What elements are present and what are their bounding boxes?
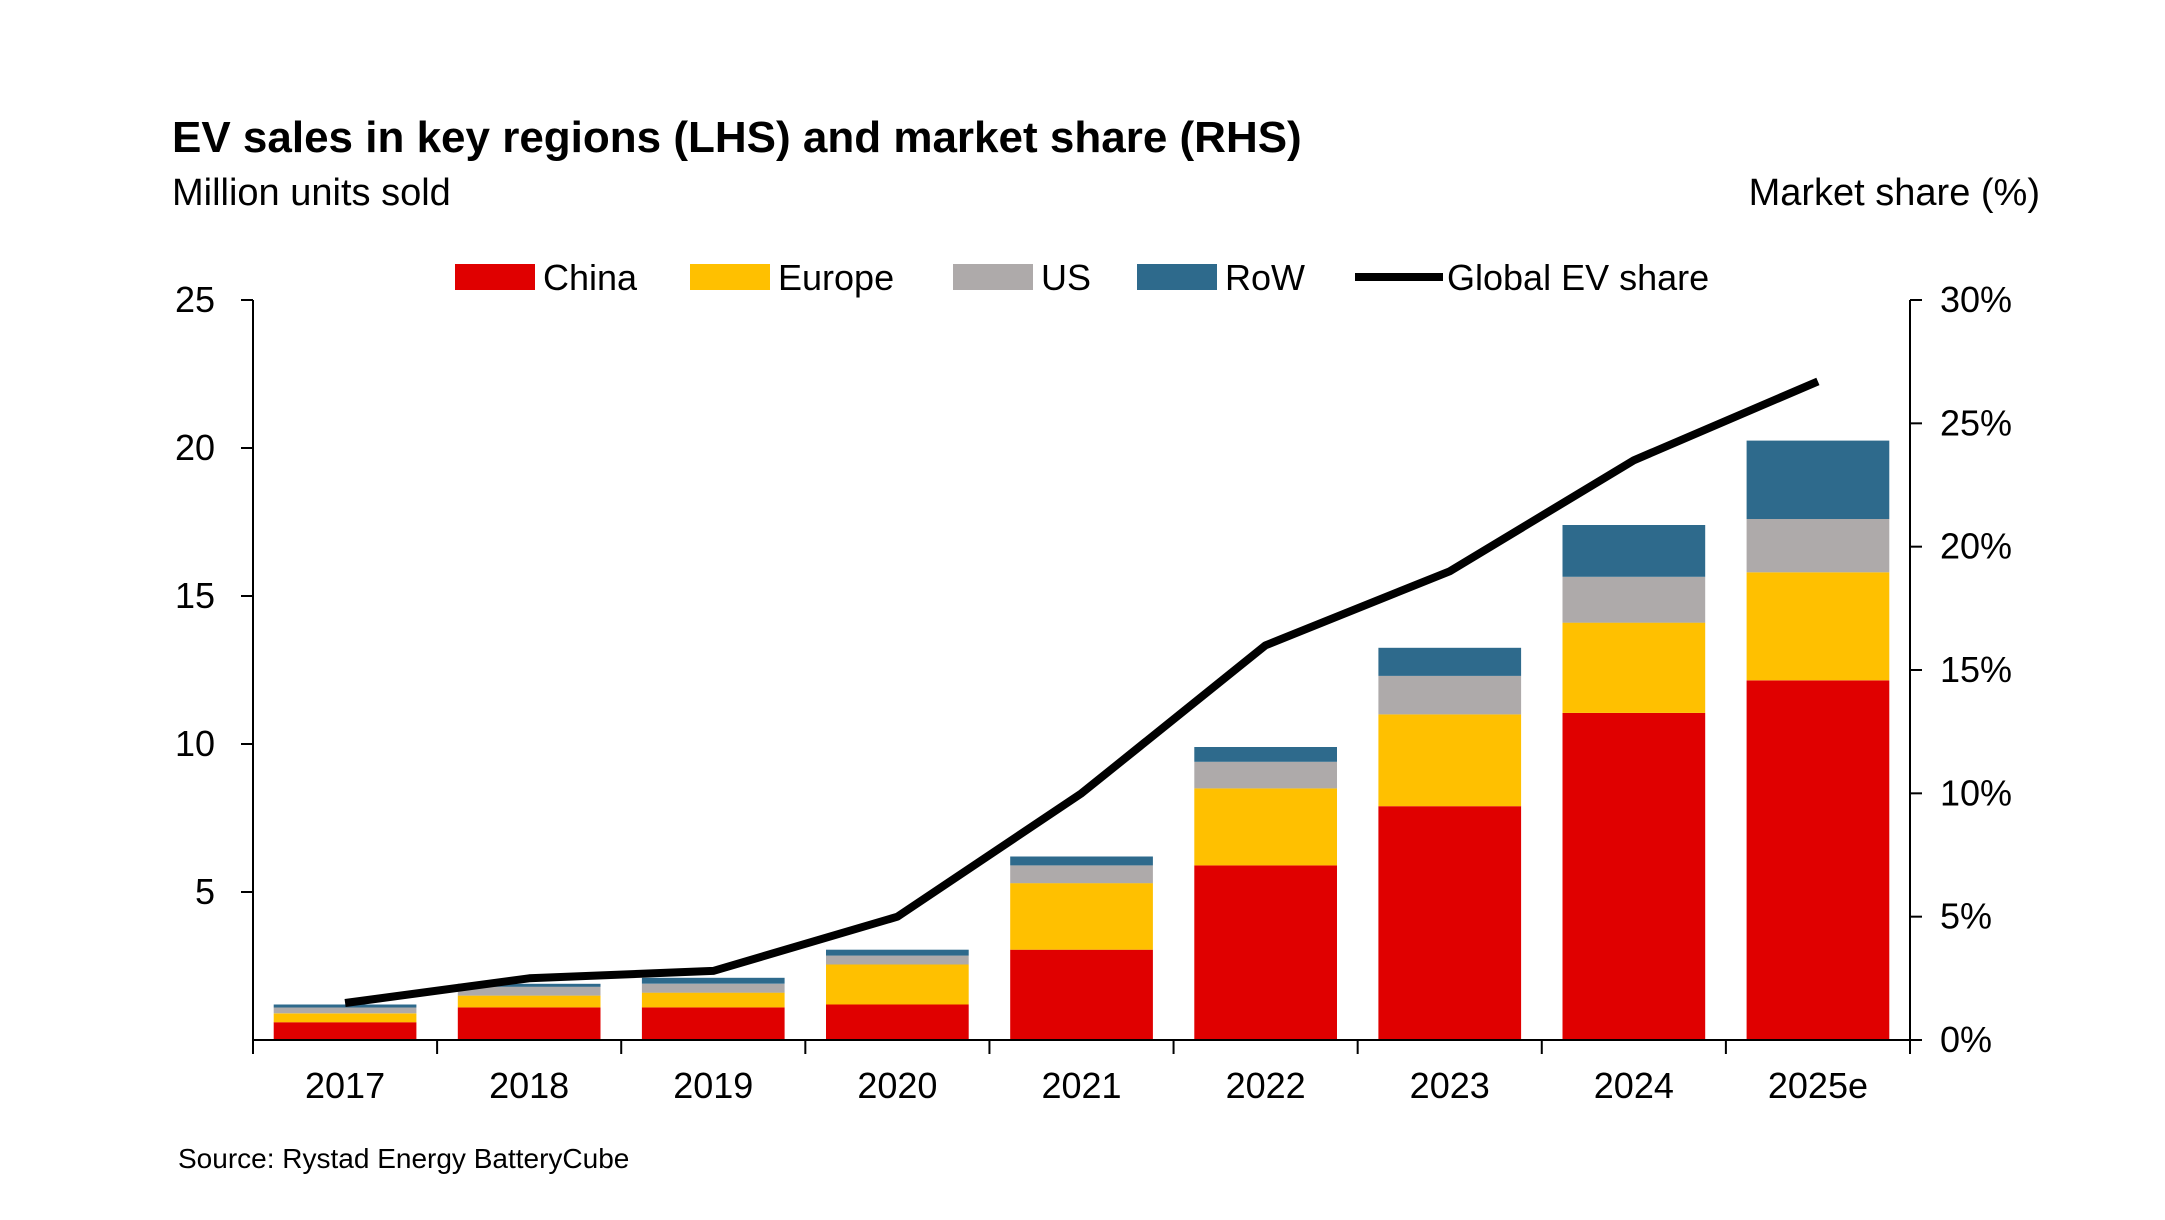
bar-china-2023: [1378, 806, 1522, 1040]
bar-china-2021: [1010, 949, 1153, 1040]
legend-swatch-row: [1137, 264, 1217, 290]
x-tick-label: 2022: [1226, 1065, 1306, 1106]
bar-us-2018: [457, 986, 601, 996]
y-axis-label-left: Million units sold: [172, 172, 451, 214]
legend: China Europe US RoW Global EV share: [455, 257, 1709, 298]
bar-china-2025e: [1746, 680, 1890, 1040]
bar-row-2025e: [1746, 440, 1890, 519]
bar-china-2017: [273, 1022, 417, 1040]
bar-europe-2024: [1562, 622, 1706, 713]
y-tick-label-left: 25: [175, 279, 215, 320]
y-tick-label-left: 15: [175, 575, 215, 616]
bar-europe-2020: [826, 964, 969, 1005]
bar-row-2019: [641, 977, 785, 984]
x-tick-label: 2018: [489, 1065, 569, 1106]
bar-row-2017: [273, 1004, 417, 1008]
legend-label-global-ev-share: Global EV share: [1447, 257, 1709, 298]
source-note: Source: Rystad Energy BatteryCube: [178, 1143, 629, 1174]
bar-china-2024: [1562, 712, 1706, 1040]
y-tick-label-right: 0%: [1940, 1019, 1992, 1060]
bar-us-2019: [641, 983, 785, 993]
y-axis-label-right: Market share (%): [1749, 172, 2040, 214]
line-layer: [344, 377, 1820, 1007]
bar-us-2021: [1010, 865, 1153, 884]
y-tick-label-right: 15%: [1940, 649, 2012, 690]
y-tick-label-right: 30%: [1940, 279, 2012, 320]
bar-china-2019: [641, 1007, 785, 1040]
bar-europe-2022: [1194, 788, 1337, 866]
bar-china-2018: [457, 1007, 601, 1040]
bar-china-2020: [826, 1004, 969, 1040]
x-tick-label: 2019: [673, 1065, 753, 1106]
legend-swatch-china: [455, 264, 535, 290]
y-tick-label-right: 25%: [1940, 402, 2012, 443]
y-tick-label-right: 5%: [1940, 896, 1992, 937]
legend-label-us: US: [1041, 257, 1091, 298]
bar-us-2024: [1562, 576, 1706, 623]
bar-europe-2021: [1010, 883, 1153, 950]
bar-row-2018: [457, 983, 601, 987]
bar-europe-2017: [273, 1013, 417, 1023]
y-tick-label-left: 20: [175, 427, 215, 468]
x-tick-label: 2020: [857, 1065, 937, 1106]
bar-us-2023: [1378, 675, 1522, 715]
legend-label-row: RoW: [1225, 257, 1305, 298]
chart-title: EV sales in key regions (LHS) and market…: [172, 113, 1302, 162]
y-tick-label-left: 10: [175, 723, 215, 764]
x-tick-label: 2024: [1594, 1065, 1674, 1106]
x-tick-label: 2023: [1410, 1065, 1490, 1106]
x-tick-label: 2021: [1041, 1065, 1121, 1106]
bar-row-2021: [1010, 856, 1153, 866]
bar-us-2022: [1194, 761, 1337, 789]
x-tick-label: 2017: [305, 1065, 385, 1106]
legend-swatch-europe: [690, 264, 770, 290]
bars: [273, 440, 1890, 1040]
bar-row-2023: [1378, 647, 1522, 676]
line-global-ev-share: [344, 377, 1820, 1007]
bar-us-2017: [273, 1007, 417, 1014]
y-tick-label-left: 5: [195, 871, 215, 912]
bar-europe-2018: [457, 995, 601, 1008]
legend-label-europe: Europe: [778, 257, 894, 298]
bar-row-2024: [1562, 525, 1706, 577]
bar-europe-2025e: [1746, 572, 1890, 681]
bar-us-2025e: [1746, 519, 1890, 573]
bar-europe-2023: [1378, 714, 1522, 807]
legend-label-china: China: [543, 257, 638, 298]
bar-china-2022: [1194, 865, 1337, 1040]
legend-swatch-us: [953, 264, 1033, 290]
bar-europe-2019: [641, 992, 785, 1008]
y-tick-label-right: 10%: [1940, 772, 2012, 813]
y-tick-label-right: 20%: [1940, 526, 2012, 567]
x-tick-label: 2025e: [1768, 1065, 1868, 1106]
axes: 5 10 15 20 25 0% 5% 10% 15% 20% 25% 30% 2017 2018 2019…: [175, 279, 2012, 1106]
bar-us-2020: [826, 955, 969, 965]
bar-row-2020: [826, 949, 969, 956]
bar-row-2022: [1194, 747, 1337, 762]
